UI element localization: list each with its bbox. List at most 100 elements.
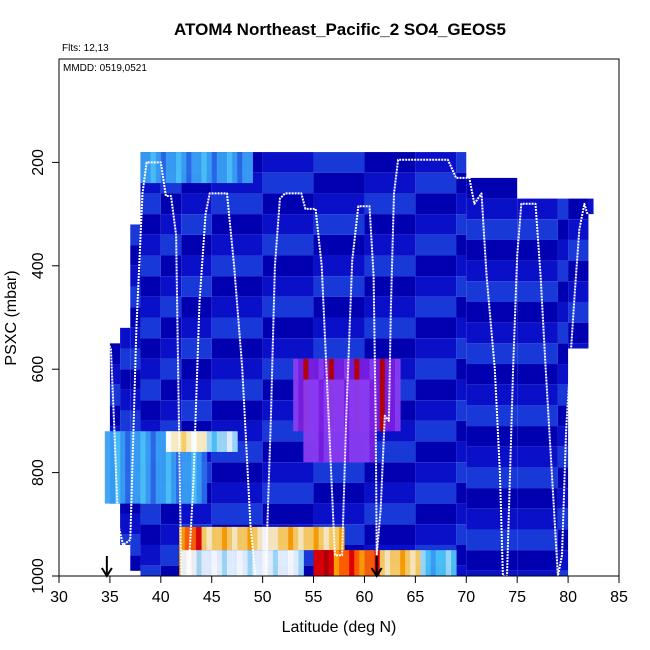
heat-cell [456, 379, 467, 401]
heat-cell [557, 198, 569, 220]
heat-band-cell [303, 526, 309, 551]
heat-cell [120, 348, 131, 370]
heat-cell [140, 296, 161, 318]
heat-cell [211, 358, 263, 380]
heat-cell [456, 338, 467, 359]
chart-title: ATOM4 Northeast_Pacific_2 SO4_GEOS5 [174, 20, 506, 39]
heat-band-cell [150, 152, 157, 184]
heat-band-cell [293, 550, 299, 576]
heat-band-cell [395, 358, 401, 432]
heat-band-cell [359, 379, 365, 463]
heat-band-cell [211, 550, 218, 576]
heat-cell [568, 301, 589, 323]
heat-cell [211, 338, 263, 359]
heat-band-cell [211, 152, 218, 184]
heat-cell [160, 214, 182, 235]
heat-cell [211, 276, 263, 297]
heat-band-cell [440, 550, 447, 576]
heat-cell [211, 462, 263, 483]
heat-band-cell [227, 152, 233, 184]
heat-cell [160, 296, 182, 318]
heat-band-cell [181, 431, 187, 452]
heat-cell [517, 322, 558, 344]
heat-band-cell [410, 550, 416, 576]
heat-band-cell [227, 526, 233, 551]
heat-band-cell [283, 526, 289, 551]
heat-cell [456, 462, 467, 483]
heat-band-cell [242, 550, 248, 576]
heat-cell [181, 214, 212, 235]
heat-cell [456, 503, 467, 525]
heat-band-cell [420, 550, 427, 576]
heat-cell [130, 286, 141, 308]
heat-band-cell [186, 431, 192, 452]
heat-cell [568, 198, 589, 220]
heat-cell [557, 446, 569, 468]
heat-cell [456, 420, 467, 442]
heat-band-cell [191, 431, 197, 504]
heat-cell [415, 296, 457, 318]
x-tick-label: 60 [356, 589, 374, 606]
heat-cell [262, 462, 314, 483]
heat-cell [262, 338, 314, 359]
heat-cell [466, 177, 518, 199]
heat-cell [568, 219, 589, 240]
heat-cell [557, 343, 569, 365]
heat-cell [415, 172, 457, 194]
heat-band-cell [150, 431, 157, 504]
x-tick-label: 40 [152, 589, 170, 606]
heat-cell [517, 529, 558, 551]
heat-cell [160, 234, 182, 256]
heat-band-cell [216, 526, 223, 551]
heat-band-cell [247, 152, 253, 184]
heat-cell [517, 364, 558, 385]
heat-band-cell [171, 152, 177, 184]
y-tick-label: 600 [30, 356, 47, 383]
heat-band-cell [389, 358, 396, 432]
heat-band-cell [181, 152, 187, 184]
heat-band-cell [288, 550, 294, 576]
heat-cell [517, 570, 558, 576]
heat-cell [415, 152, 457, 173]
heat-band-cell [451, 550, 457, 576]
y-tick-label: 1000 [30, 558, 47, 594]
heat-cell [415, 524, 457, 545]
heat-cell [517, 550, 558, 571]
heat-cell [120, 410, 131, 432]
heat-band-cell [120, 431, 126, 504]
heat-cell [160, 524, 182, 545]
heat-cell [313, 234, 365, 256]
heat-cell [364, 524, 416, 545]
heat-band-cell [308, 526, 315, 551]
heat-cell [456, 193, 467, 215]
heat-cell [415, 420, 457, 442]
heat-band-cell [201, 550, 208, 576]
heat-band-cell [374, 358, 381, 432]
heat-cell [313, 172, 365, 194]
x-axis-label: Latitude (deg N) [282, 619, 397, 636]
heat-band-cell [206, 152, 213, 184]
heat-cell [568, 343, 589, 349]
heat-band-cell [318, 550, 325, 576]
heat-cell [109, 364, 121, 385]
heat-band-cell [257, 550, 264, 576]
heat-band-cell [313, 379, 320, 463]
heat-cell [517, 260, 558, 282]
heat-band-cell [216, 431, 223, 452]
heat-band-cell [186, 550, 192, 576]
flights-label: Flts: 12,13 [62, 43, 109, 54]
heat-band-cell [405, 550, 411, 576]
heat-cell [262, 276, 314, 297]
heat-band-cell [221, 431, 228, 452]
heat-cell [466, 281, 518, 302]
heat-band-cell [293, 526, 299, 551]
heat-cell [415, 276, 457, 297]
heat-cell [130, 534, 141, 556]
flight-track [107, 158, 589, 577]
heat-cell [130, 555, 141, 571]
heat-cell [466, 488, 518, 509]
heat-band-cell [430, 550, 437, 576]
heat-cell [130, 327, 141, 349]
heat-cell [364, 503, 416, 525]
heat-cell [466, 219, 518, 240]
